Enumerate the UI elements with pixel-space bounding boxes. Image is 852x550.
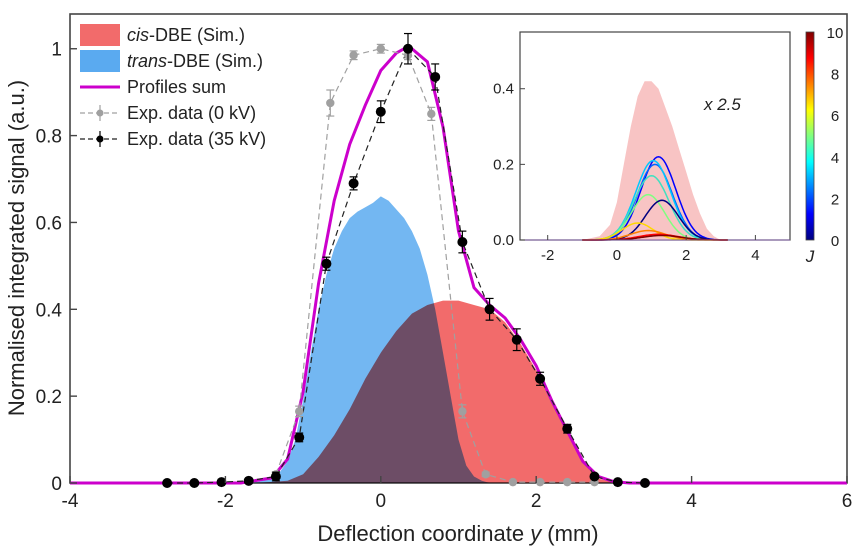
legend-swatch	[80, 50, 120, 72]
exp-data-0-kv-point	[377, 45, 385, 53]
exp-data-0-kv-point	[295, 407, 303, 415]
legend-label: Exp. data (0 kV)	[127, 103, 256, 123]
x-axis-label: Deflection coordinate y (mm)	[317, 521, 598, 546]
exp-data-35-kv-point	[430, 72, 440, 82]
exp-data-35-kv-point	[562, 424, 572, 434]
exp-data-35-kv-point	[485, 304, 495, 314]
colorbar-tick-label: 0	[831, 233, 839, 250]
inset-x-tick-label: -2	[541, 247, 554, 264]
colorbar-tick-label: 10	[827, 25, 844, 42]
exp-data-35-kv-point	[189, 478, 199, 488]
x-axis-label-after: (mm)	[541, 521, 598, 546]
inset-x-tick-label: 4	[751, 247, 759, 264]
legend-label-italic: trans	[127, 51, 167, 71]
inset-x-tick-label: 0	[613, 247, 621, 264]
legend-label-italic: cis	[127, 25, 149, 45]
legend-label: Profiles sum	[127, 77, 226, 97]
legend-item-cis-dbe-sim: cis-DBE (Sim.)	[80, 24, 245, 46]
y-tick-label: 1	[51, 40, 62, 61]
x-tick-label: 0	[376, 491, 387, 512]
exp-data-35-kv-point	[321, 259, 331, 269]
x-tick-label: -4	[62, 491, 79, 512]
legend-label: Exp. data (35 kV)	[127, 129, 266, 149]
y-tick-label: 0.4	[36, 300, 63, 321]
exp-data-35-kv-point	[613, 477, 623, 487]
y-axis-label: Normalised integrated signal (a.u.)	[4, 80, 29, 416]
legend-label: cis-DBE (Sim.)	[127, 25, 245, 45]
exp-data-35-kv-point	[162, 478, 172, 488]
exp-data-0-kv-point	[536, 478, 544, 486]
exp-data-0-kv-point	[458, 407, 466, 415]
exp-data-35-kv-point	[535, 374, 545, 384]
exp-data-0-kv-point	[326, 99, 334, 107]
exp-data-0-kv-point	[509, 478, 517, 486]
y-tick-label: 0.6	[36, 213, 62, 234]
exp-data-35-kv-point	[589, 471, 599, 481]
x-axis-label-before: Deflection coordinate	[317, 521, 530, 546]
legend-swatch-marker	[97, 110, 104, 117]
y-tick-label: 0	[51, 474, 62, 495]
legend-swatch	[80, 24, 120, 46]
exp-data-0-kv-point	[481, 470, 489, 478]
exp-data-35-kv-point	[294, 432, 304, 442]
exp-data-35-kv-point	[403, 44, 413, 54]
colorbar-tick-label: 4	[831, 150, 839, 167]
colorbar-gradient	[806, 32, 814, 240]
inset-y-tick-label: 0.4	[493, 81, 514, 98]
legend-label-text: -DBE (Sim.)	[149, 25, 245, 45]
y-tick-label: 0.8	[36, 127, 62, 148]
legend-label-text: Exp. data (35 kV)	[127, 129, 266, 149]
legend-item-trans-dbe-sim: trans-DBE (Sim.)	[80, 50, 263, 72]
legend-label-text: Profiles sum	[127, 77, 226, 97]
exp-data-35-kv-point	[349, 178, 359, 188]
inset-x-tick-label: 2	[682, 247, 690, 264]
colorbar-tick-label: 2	[831, 191, 839, 208]
x-tick-label: 6	[842, 491, 852, 512]
y-tick-label: 0.2	[36, 387, 62, 408]
exp-data-0-kv-point	[349, 51, 357, 59]
colorbar-tick-label: 6	[831, 108, 839, 125]
colorbar-tick-label: 8	[831, 67, 839, 84]
x-tick-label: -2	[217, 491, 234, 512]
legend-swatch-marker	[97, 136, 104, 143]
colorbar-label: J	[805, 247, 815, 266]
exp-data-0-kv-point	[563, 478, 571, 486]
legend-label: trans-DBE (Sim.)	[127, 51, 263, 71]
legend-label-text: Exp. data (0 kV)	[127, 103, 256, 123]
exp-data-35-kv-point	[244, 476, 254, 486]
exp-data-35-kv-point	[457, 237, 467, 247]
exp-data-35-kv-point	[640, 478, 650, 488]
inset-annotation: x 2.5	[703, 95, 741, 114]
exp-data-35-kv-point	[376, 107, 386, 117]
legend-label-text: -DBE (Sim.)	[167, 51, 263, 71]
exp-data-0-kv-point	[427, 110, 435, 118]
exp-data-35-kv-point	[271, 471, 281, 481]
inset-y-tick-label: 0.2	[493, 156, 514, 173]
x-tick-label: 4	[686, 491, 697, 512]
exp-data-35-kv-point	[512, 335, 522, 345]
x-tick-label: 2	[531, 491, 542, 512]
inset-y-tick-label: 0.0	[493, 232, 514, 249]
